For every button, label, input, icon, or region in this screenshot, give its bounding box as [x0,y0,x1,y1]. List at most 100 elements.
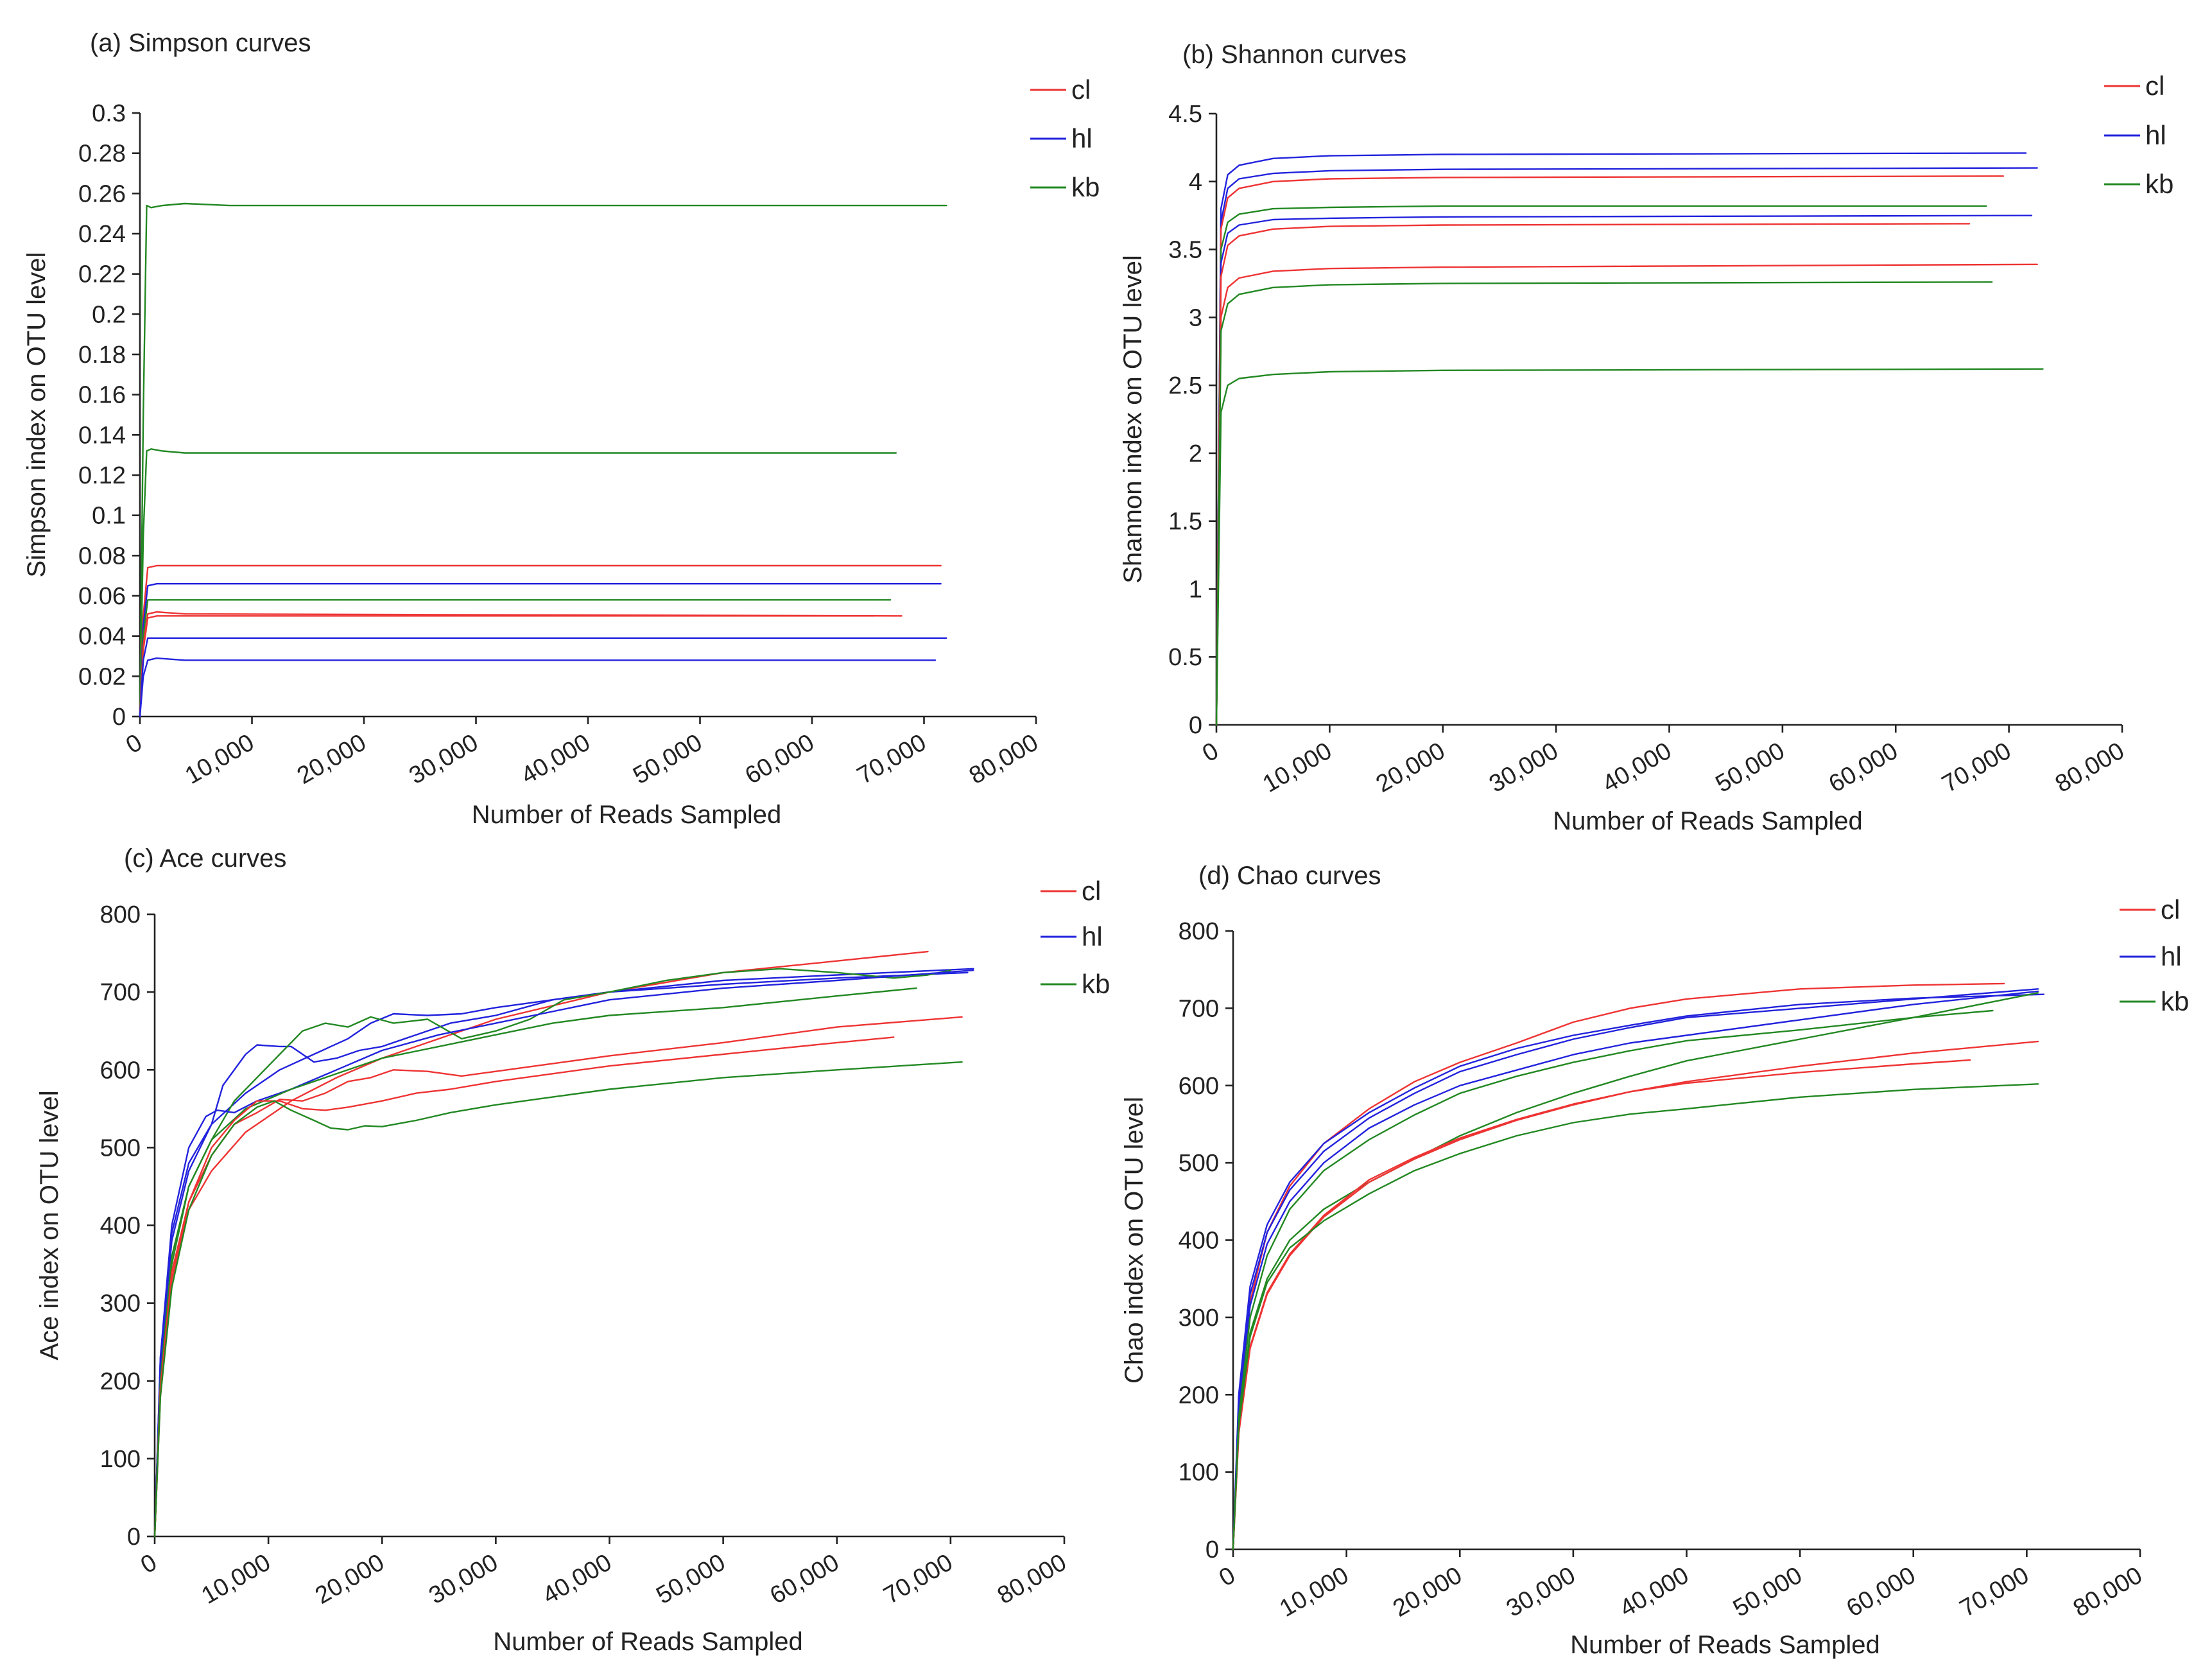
series-line-kb-8 [1215,281,1993,726]
legend-label-kb: kb [2161,986,2189,1016]
y-tick-label: 0.2 [92,301,126,328]
x-axis-label: Number of Reads Sampled [1570,1631,1879,1659]
legend-label-hl: hl [1082,921,1103,952]
series-line-cl-3 [1215,175,2004,726]
y-tick-label: 200 [1179,1382,1219,1409]
panel-title: (d) Chao curves [1198,862,1381,890]
x-tick-label: 0 [121,729,146,759]
y-tick-label: 0.22 [78,261,126,288]
series-line-cl-6 [1215,223,1971,726]
y-tick-label: 0.1 [92,503,126,530]
chart-panel-3: (c) Ace curves 0 100 200 300 400 500 600 700 800 0… [35,844,1110,1656]
x-tick-label: 80,000 [2069,1561,2147,1622]
panel-title: (b) Shannon curves [1182,40,1406,69]
x-tick-label: 70,000 [852,729,931,789]
panel-title: (c) Ace curves [124,844,286,873]
x-tick-label: 60,000 [1842,1561,1921,1622]
y-tick-label: 3 [1189,304,1202,331]
x-tick-label: 70,000 [1937,737,2016,797]
x-tick-label: 0 [1198,737,1223,767]
y-tick-label: 0.12 [78,462,126,489]
x-tick-label: 30,000 [404,729,483,789]
series-line-hl-8 [139,637,947,718]
y-tick-label: 4 [1189,169,1202,196]
y-tick-label: 0 [1189,712,1202,739]
series-line-hl-2 [1232,993,2045,1551]
y-axis-label: Simpson index on OTU level [22,252,51,578]
x-tick-label: 0 [136,1549,161,1579]
y-tick-label: 100 [100,1446,141,1473]
y-tick-label: 2 [1189,440,1202,467]
series-line-kb-5 [139,599,892,718]
y-tick-label: 200 [100,1368,141,1395]
y-tick-label: 100 [1179,1459,1219,1486]
y-tick-label: 0.02 [78,663,126,690]
x-tick-label: 10,000 [1258,737,1336,797]
y-tick-label: 600 [1179,1073,1219,1100]
series-line-hl-1 [1215,152,2027,726]
series-line-hl-4 [139,583,942,718]
series-line-cl-8 [153,1036,895,1538]
x-tick-label: 50,000 [1729,1561,1807,1622]
y-tick-label: 0.3 [92,100,126,127]
series-line-cl-8 [1232,1059,1971,1551]
series-line-kb-9 [1215,368,2044,726]
legend-label-hl: hl [2145,120,2166,150]
series-line-hl-2 [153,968,974,1538]
x-tick-label: 70,000 [1955,1561,2034,1622]
series-line-hl-4 [1232,990,2039,1551]
y-tick-label: 0 [1205,1536,1219,1563]
y-tick-label: 2.5 [1168,372,1202,399]
y-tick-label: 300 [100,1291,141,1317]
y-tick-label: 0.14 [78,422,126,449]
x-tick-label: 70,000 [879,1549,958,1609]
series-line-hl-5 [153,970,974,1538]
x-tick-label: 0 [1214,1561,1240,1592]
series-line-cl-1 [153,950,929,1538]
x-tick-label: 20,000 [1388,1561,1467,1622]
y-tick-label: 1 [1189,576,1202,603]
y-axis-label: Shannon index on OTU level [1119,255,1147,583]
x-tick-label: 10,000 [1275,1561,1353,1622]
y-tick-label: 500 [1179,1150,1219,1177]
x-tick-label: 80,000 [965,729,1043,789]
panel-title: (a) Simpson curves [90,29,311,57]
series-line-cl-6 [139,611,903,718]
y-tick-label: 800 [100,901,141,928]
y-tick-label: 0.04 [78,623,126,650]
x-tick-label: 80,000 [2051,737,2129,797]
legend-label-cl: cl [1082,876,1101,906]
x-tick-label: 50,000 [1711,737,1790,797]
x-tick-label: 80,000 [993,1549,1071,1609]
y-tick-label: 600 [100,1057,141,1084]
y-tick-label: 0.06 [78,583,126,610]
x-tick-label: 20,000 [1372,737,1450,797]
series-line-kb-9 [1232,1083,2039,1551]
y-tick-label: 500 [100,1135,141,1161]
x-tick-label: 40,000 [517,729,595,789]
y-tick-label: 0 [112,704,126,731]
legend-label-cl: cl [2161,894,2180,925]
x-tick-label: 60,000 [1824,737,1903,797]
series-line-kb-5 [1232,1009,1994,1551]
y-axis-label: Chao index on OTU level [1120,1097,1148,1384]
y-tick-label: 700 [100,979,141,1006]
x-tick-label: 40,000 [538,1549,616,1609]
x-axis-label: Number of Reads Sampled [1553,807,1862,835]
x-tick-label: 40,000 [1598,737,1676,797]
series-line-cl-7 [1232,1040,2039,1551]
series-line-cl-3 [139,564,942,718]
series-line-kb-4 [153,968,952,1538]
chart-panel-1: (a) Simpson curves 0 0.02 0.04 0.06 0.08 0.1 0.… [22,29,1100,829]
x-tick-label: 10,000 [197,1549,275,1609]
legend-label-hl: hl [2161,941,2182,971]
series-line-kb-2 [139,448,897,718]
x-tick-label: 40,000 [1615,1561,1693,1622]
chart-panel-4: (d) Chao curves 0 100 200 300 400 500 600 700 800… [1120,862,2189,1659]
series-line-hl-3 [1232,988,2039,1551]
series-line-cl-7 [1215,263,2038,726]
series-line-cl-1 [1232,982,2005,1551]
legend-label-cl: cl [1071,74,1091,105]
y-tick-label: 400 [100,1213,141,1240]
